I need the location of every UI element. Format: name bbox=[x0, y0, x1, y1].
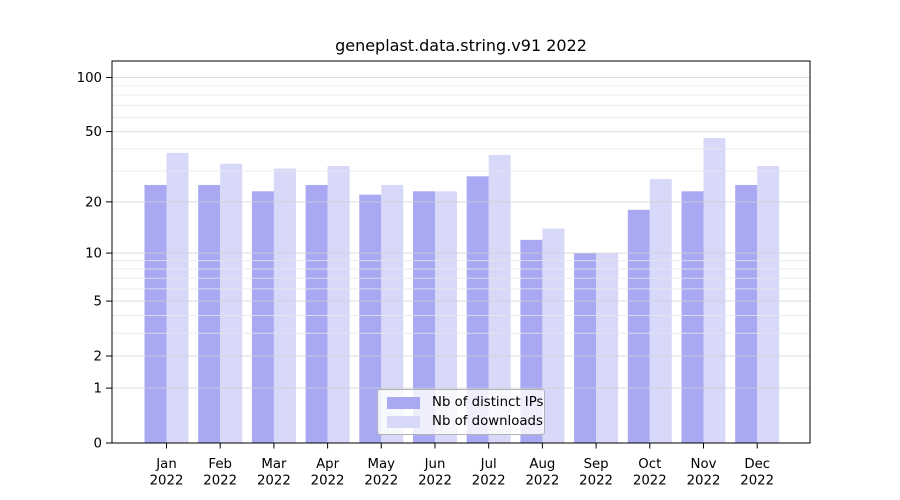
bar-jan-distinct-ips bbox=[144, 184, 167, 444]
bar-jul-downloads bbox=[488, 154, 511, 443]
y-tick-label-20: 20 bbox=[85, 195, 102, 210]
legend-label-distinct-ips: Nb of distinct IPs bbox=[432, 395, 544, 410]
x-tick-label-month-sep: Sep bbox=[584, 457, 609, 472]
x-tick-label-month-feb: Feb bbox=[208, 457, 232, 472]
x-tick-label-year-dec: 2022 bbox=[740, 474, 774, 489]
bar-oct-distinct-ips bbox=[627, 209, 650, 443]
x-tick-label-year-may: 2022 bbox=[364, 474, 398, 489]
chart-title: geneplast.data.string.v91 2022 bbox=[335, 36, 587, 55]
x-tick-label-month-aug: Aug bbox=[529, 457, 555, 472]
x-tick-label-month-mar: Mar bbox=[261, 457, 287, 472]
bar-feb-distinct-ips bbox=[198, 184, 221, 444]
x-tick-label-month-may: May bbox=[368, 457, 396, 472]
y-tick-label-2: 2 bbox=[94, 349, 102, 364]
x-tick-label-month-dec: Dec bbox=[744, 457, 770, 472]
bar-feb-downloads bbox=[220, 163, 243, 443]
x-tick-label-month-jul: Jul bbox=[480, 457, 497, 472]
x-tick-label-month-apr: Apr bbox=[316, 457, 340, 472]
bar-nov-distinct-ips bbox=[681, 191, 704, 443]
bar-dec-distinct-ips bbox=[735, 184, 758, 444]
y-tick-label-1: 1 bbox=[94, 382, 102, 397]
legend-swatch-downloads bbox=[387, 415, 420, 428]
bar-dec-downloads bbox=[757, 166, 780, 443]
plot-border bbox=[111, 60, 811, 444]
x-tick-label-year-nov: 2022 bbox=[687, 474, 721, 489]
x-tick-label-year-feb: 2022 bbox=[203, 474, 237, 489]
x-tick-label-year-jan: 2022 bbox=[150, 474, 184, 489]
x-tick-label-year-oct: 2022 bbox=[633, 474, 667, 489]
bar-jun-downloads bbox=[435, 191, 457, 443]
y-tick-label-100: 100 bbox=[77, 71, 102, 86]
y-tick-label-0: 0 bbox=[94, 437, 102, 452]
legend-item-distinct-ips: Nb of distinct IPs bbox=[387, 395, 543, 410]
y-tick-label-5: 5 bbox=[94, 295, 102, 310]
bar-sep-downloads bbox=[596, 253, 619, 443]
x-tick-label-year-jun: 2022 bbox=[418, 474, 452, 489]
bar-aug-downloads bbox=[542, 228, 565, 443]
bar-oct-downloads bbox=[649, 179, 672, 443]
x-tick-label-year-sep: 2022 bbox=[579, 474, 613, 489]
legend-item-downloads: Nb of downloads bbox=[387, 414, 543, 429]
x-tick-label-year-apr: 2022 bbox=[311, 474, 345, 489]
bar-jan-downloads bbox=[166, 152, 189, 443]
bar-mar-distinct-ips bbox=[251, 191, 274, 443]
bar-jun-distinct-ips bbox=[413, 191, 435, 443]
bar-apr-distinct-ips bbox=[305, 184, 328, 444]
x-tick-label-month-nov: Nov bbox=[691, 457, 717, 472]
bar-nov-downloads bbox=[703, 138, 726, 444]
bar-mar-downloads bbox=[273, 168, 296, 443]
bar-jul-distinct-ips bbox=[466, 176, 489, 443]
x-tick-label-year-mar: 2022 bbox=[257, 474, 291, 489]
bar-may-downloads bbox=[381, 184, 404, 444]
x-tick-label-month-jan: Jan bbox=[155, 457, 177, 472]
legend: Nb of distinct IPs Nb of downloads bbox=[377, 389, 545, 435]
x-tick-label-month-jun: Jun bbox=[424, 457, 446, 472]
x-tick-label-year-jul: 2022 bbox=[472, 474, 506, 489]
y-tick-label-10: 10 bbox=[85, 247, 102, 262]
y-tick-label-50: 50 bbox=[85, 125, 102, 140]
legend-swatch-distinct-ips bbox=[387, 396, 420, 409]
x-tick-label-year-aug: 2022 bbox=[525, 474, 559, 489]
bar-may-distinct-ips bbox=[359, 194, 382, 443]
legend-label-downloads: Nb of downloads bbox=[432, 414, 543, 429]
bar-apr-downloads bbox=[327, 166, 350, 443]
bar-sep-distinct-ips bbox=[574, 253, 597, 443]
x-tick-label-month-oct: Oct bbox=[638, 457, 661, 472]
